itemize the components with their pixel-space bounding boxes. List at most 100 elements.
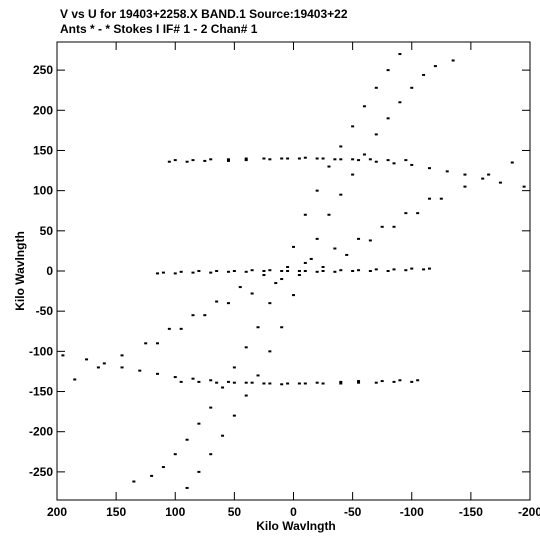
uv-point [333,247,337,250]
uv-point [244,394,248,397]
uv-point [362,105,366,108]
y-tick-label: 50 [40,224,54,238]
uv-point [61,354,65,357]
uv-point [351,158,355,161]
uv-point [209,379,213,382]
uv-point [280,278,284,281]
uv-point [173,376,177,379]
uv-point [238,286,242,289]
uv-point [404,212,408,215]
uv-point [309,257,313,260]
uv-point [374,160,378,163]
uv-point [73,378,77,381]
uv-point [404,269,408,272]
uv-point [167,160,171,163]
uv-point [297,157,301,160]
uv-point [315,189,319,192]
uv-point [173,159,177,162]
uv-point [256,374,260,377]
uv-point [303,156,307,159]
uv-point [280,270,284,272]
uv-point [427,167,431,170]
y-tick-label: 250 [33,63,53,77]
uv-point [161,466,165,469]
uv-point [362,153,366,156]
uv-point [280,157,284,160]
uv-point [392,225,396,228]
uv-point [226,270,230,273]
uv-point [351,125,355,128]
uv-point [209,158,213,161]
uv-point [191,159,195,162]
uv-point [303,213,307,216]
uv-point [410,380,414,383]
uv-point [221,434,225,437]
x-tick-label: 50 [228,505,242,519]
uv-point [102,362,106,365]
uv-point [173,453,177,456]
y-tick-label: 0 [46,264,53,278]
uv-point [339,382,343,385]
uv-point [156,272,160,275]
uv-point [197,470,201,473]
uv-point [132,480,136,483]
uv-point [339,380,343,383]
uv-point [392,162,396,165]
uv-point [357,381,361,384]
uv-point [226,380,230,383]
uv-point [185,438,189,441]
uv-point [333,270,337,273]
uv-point [286,157,290,160]
uv-point [244,157,248,160]
uv-point [357,269,361,272]
uv-point [150,474,154,477]
uv-point [357,237,361,240]
uv-point [292,245,295,248]
uv-point [374,381,378,384]
y-tick-label: 150 [33,143,53,157]
uv-point [422,268,426,271]
uv-point [297,382,301,385]
plot-frame [56,41,531,501]
uv-point [321,270,325,272]
uv-point [215,270,219,272]
x-tick-label: 0 [290,505,297,519]
uv-point [392,380,396,383]
uv-point [303,261,307,264]
uv-point [386,270,390,272]
uv-point [250,381,254,384]
uv-point [315,157,319,160]
uv-point [498,181,502,184]
uv-point [197,380,201,383]
uv-point [522,185,526,188]
uv-point [481,177,485,180]
uv-point [321,157,325,160]
uv-point [191,271,195,274]
uv-point [410,267,414,270]
uv-point [232,414,236,417]
uv-point [274,282,278,285]
uv-point [292,294,295,297]
uv-point [138,369,142,372]
uv-point [215,300,219,303]
uv-point [333,158,337,161]
y-tick-label: -200 [29,425,53,439]
chart-title-line-1: V vs U for 19403+2258.X BAND.1 Source:19… [60,7,348,21]
uv-point [221,386,225,389]
uv-point [120,366,124,369]
uv-point [345,253,349,256]
uv-point [161,271,165,274]
uv-point [226,159,230,162]
x-tick-label: 100 [165,505,185,519]
uv-point [398,101,402,104]
uv-point [398,53,402,56]
uv-point [386,159,390,162]
uv-point [374,133,378,136]
uv-point [297,274,301,277]
uv-point [244,159,248,162]
uv-point [268,158,272,161]
uv-point [368,158,372,161]
uv-point [339,158,343,161]
uv-point [386,117,390,120]
uv-point [209,271,213,274]
